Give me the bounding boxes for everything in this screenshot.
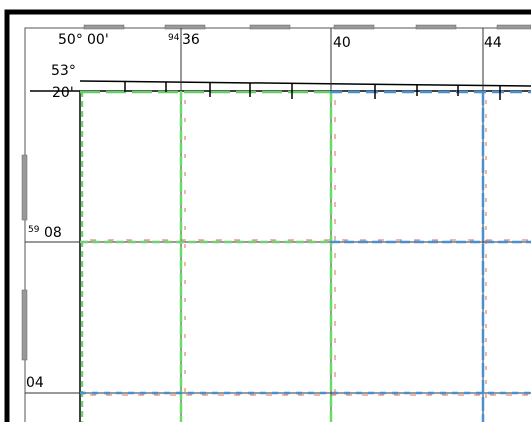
corner-longitude: 50° xyxy=(58,32,83,48)
easting-prefix: 94 xyxy=(168,33,180,43)
frame-ticks xyxy=(124,82,501,100)
northing-label: 08 xyxy=(44,225,62,241)
corner-minutes: 00' xyxy=(87,32,109,48)
easting-label: 40 xyxy=(333,35,351,51)
easting-label: 44 xyxy=(484,35,502,51)
corner-lat-minutes: 20' xyxy=(52,85,74,101)
scale-bar-top xyxy=(21,24,531,361)
red-features xyxy=(90,100,531,400)
outer-border xyxy=(4,9,531,422)
easting-label: 36 xyxy=(182,32,200,48)
corner-latitude: 53° xyxy=(51,63,76,79)
map-features xyxy=(80,90,531,422)
northing-label: 04 xyxy=(26,375,44,391)
northing-prefix: 59 xyxy=(28,225,40,235)
